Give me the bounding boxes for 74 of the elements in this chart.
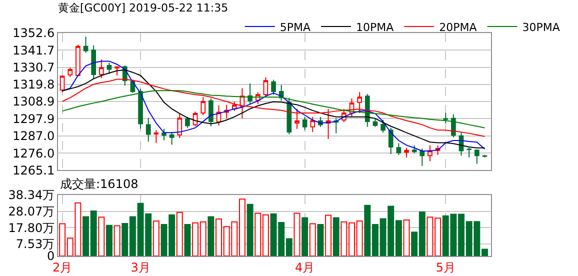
bar: [309, 223, 316, 256]
y-tick-label: 28.07万: [8, 204, 55, 218]
candlestick: [420, 148, 425, 166]
x-tick-label: 3月: [130, 260, 150, 274]
candlestick: [380, 119, 386, 134]
candlestick: [443, 112, 448, 124]
text: 成交量:16108: [60, 177, 138, 191]
y-tick-label: 1265.1: [12, 163, 55, 178]
candlestick: [466, 147, 472, 158]
candlestick: [388, 127, 394, 154]
y-tick-label: 38.34万: [8, 188, 55, 202]
bar: [302, 217, 308, 256]
y-tick-label: 1352.6: [12, 26, 55, 40]
y-tick-label: 1308.9: [12, 94, 55, 109]
x-tick-label: 5月: [436, 260, 456, 274]
candlestick: [99, 59, 104, 79]
bar: [176, 212, 183, 256]
bar: [317, 224, 324, 256]
x-tick-label: 4月: [294, 260, 315, 274]
candlestick: [60, 74, 65, 93]
candlestick: [372, 118, 378, 128]
candlestick: [91, 44, 96, 80]
candlestick: [294, 108, 300, 130]
candlestick: [146, 117, 151, 142]
bar: [106, 224, 112, 256]
candlestick: [76, 44, 80, 76]
candlestick: [302, 116, 308, 131]
y-tick-label: 7.53万: [16, 237, 55, 252]
candlestick: [114, 66, 120, 76]
bar: [208, 216, 214, 256]
y-tick-label: 1297.9: [12, 112, 55, 126]
bar: [114, 225, 120, 256]
y-tick-label: 0: [46, 249, 55, 264]
legend-label: 10PMA: [356, 20, 394, 34]
bar: [332, 217, 340, 256]
bar: [403, 219, 410, 256]
y-tick-label: 17.80万: [8, 220, 55, 235]
line-series: [62, 78, 486, 137]
bar: [98, 216, 105, 256]
y-tick-label: 1319.8: [12, 78, 55, 92]
candlestick: [404, 147, 409, 158]
chart-title: 黄金[GC00Y] 2019-05-22 11:35: [58, 2, 228, 15]
bar: [325, 214, 332, 256]
candlestick: [208, 98, 214, 127]
candlestick: [138, 88, 143, 130]
bar: [184, 224, 191, 256]
candlestick: [169, 132, 174, 146]
bar: [246, 204, 254, 256]
candlestick: [310, 116, 316, 133]
legend-label: 30PMA: [522, 20, 560, 34]
legend-label: 5PMA: [280, 20, 311, 34]
candlestick: [154, 130, 159, 144]
legend-label: 20PMA: [439, 20, 478, 34]
candlestick: [68, 67, 73, 78]
candlestick: [412, 144, 417, 154]
candlestick: [263, 76, 268, 97]
candlestick: [271, 79, 276, 96]
y-tick-label: 1287.0: [12, 129, 55, 144]
bar: [152, 220, 160, 256]
candlestick: [396, 142, 402, 156]
candlestick: [83, 36, 88, 54]
y-tick-label: 1341.7: [12, 43, 55, 58]
bar: [294, 212, 300, 256]
candlestick: [357, 92, 362, 114]
candlestick: [474, 150, 480, 164]
line-series: [62, 90, 486, 128]
x-tick-label: 2月: [52, 260, 72, 274]
candlestick: [185, 116, 190, 128]
y-tick-label: 1330.7: [12, 60, 55, 75]
candlestick: [177, 112, 182, 139]
candlestick: [200, 96, 206, 116]
y-tick-label: 1276.0: [12, 146, 55, 160]
candlestick: [162, 128, 166, 141]
candlestick: [106, 62, 112, 74]
